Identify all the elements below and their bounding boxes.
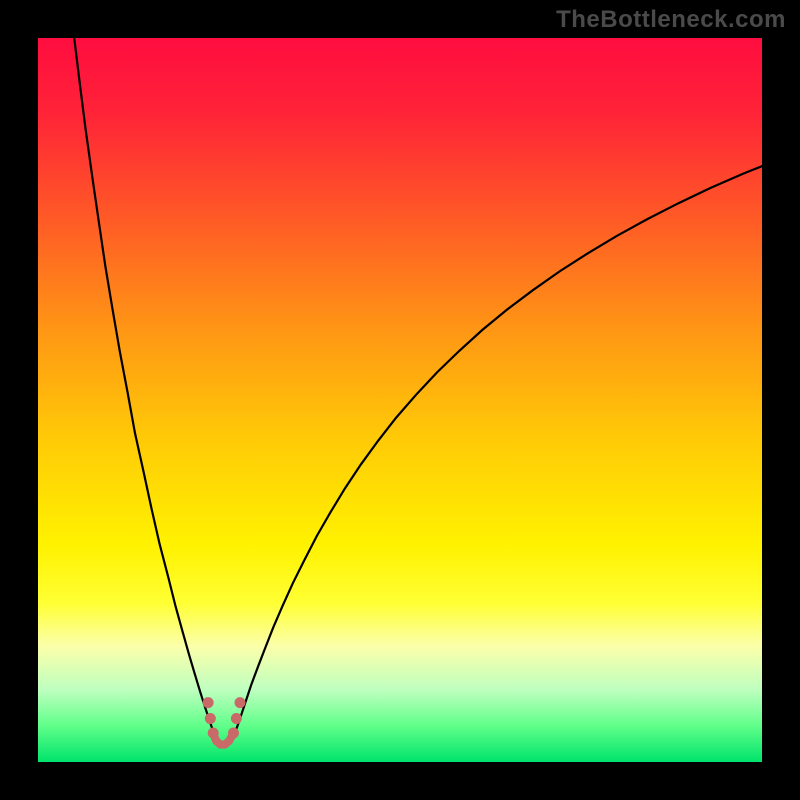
valley-dot-left-0: [203, 697, 214, 708]
valley-dot-left-2: [208, 728, 219, 739]
valley-dot-right-2: [235, 697, 246, 708]
valley-dot-left-1: [205, 713, 216, 724]
valley-dot-right-1: [231, 713, 242, 724]
valley-dot-right-0: [228, 728, 239, 739]
plot-area: [38, 38, 762, 762]
chart-container: TheBottleneck.com: [0, 0, 800, 800]
bottleneck-chart: [38, 38, 762, 762]
watermark-text: TheBottleneck.com: [556, 6, 786, 34]
gradient-background: [38, 38, 762, 762]
